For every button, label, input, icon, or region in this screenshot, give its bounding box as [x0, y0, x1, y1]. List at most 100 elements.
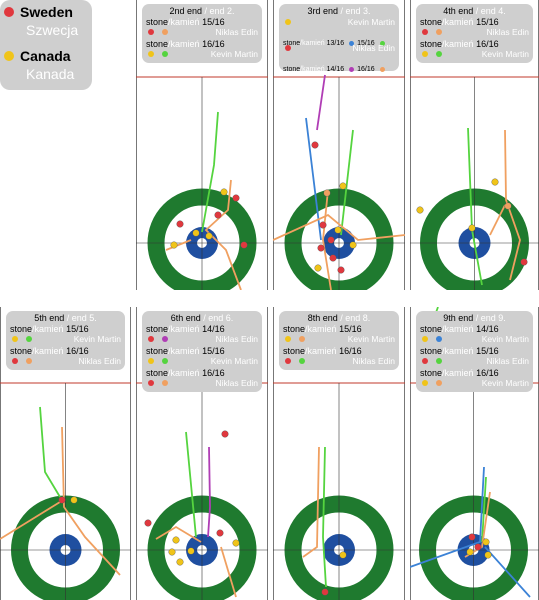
- stone: [349, 241, 357, 249]
- shot-label-en: stone: [420, 324, 443, 334]
- stone: [70, 496, 78, 504]
- shot-row: stone/kamień 16/16 Kevin Martin: [146, 39, 258, 61]
- end-title: 8th end / end 8.: [283, 313, 395, 324]
- shot-row: stone/kamień 15/16 Niklas Edin: [420, 17, 529, 39]
- stone-path: [273, 213, 405, 241]
- shot-number: 16/16: [476, 368, 499, 378]
- end-info-box: 6th end / end 6. stone/kamień 14/16 Niklas…: [142, 311, 262, 392]
- stone: [482, 538, 490, 546]
- shot-row: stone/kamień 14/16 Niklas Edin: [146, 324, 258, 346]
- shot-markers: [12, 358, 40, 366]
- shot-label: stone/kamień 16/16: [420, 368, 499, 379]
- label-separator: /: [442, 17, 445, 27]
- end-title: 9th end / end 9.: [420, 313, 529, 324]
- shot-row: stone/kamień 15/16 Kevin Martin: [10, 324, 121, 346]
- shot-label-pl: kamień: [444, 368, 474, 378]
- shot-team-name: Niklas Edin: [215, 378, 258, 388]
- marker-icon: [299, 358, 305, 364]
- stone-path: [61, 426, 121, 576]
- marker-icon: [26, 358, 32, 364]
- stone: [329, 254, 337, 262]
- label-separator: /: [168, 346, 171, 356]
- sweden-stone-icon: [4, 6, 14, 17]
- shot-label: stone/kamień 16/16: [283, 346, 362, 357]
- marker-icon: [436, 51, 442, 57]
- shot-team-name: Kevin Martin: [347, 17, 395, 27]
- shot-team-name: Niklas Edin: [352, 43, 395, 53]
- shot-number: 16/16: [476, 39, 499, 49]
- path-color-icon: [379, 40, 385, 46]
- stone-path: [185, 431, 197, 538]
- shot-row: stone/kamień 14/16 16/16: [283, 55, 395, 73]
- label-separator: /: [442, 39, 445, 49]
- shot-row: stone/kamień 13/16 15/16: [283, 29, 395, 47]
- end-panel: 6th end / end 6. stone/kamień 14/16 Niklas…: [136, 307, 268, 600]
- end-title-pl: end 3.: [345, 6, 371, 16]
- end-panel: 3rd end / end 3. Kevin Martin stone/kamień…: [273, 0, 405, 290]
- title-separator: /: [337, 6, 346, 16]
- shot-label-pl: kamień: [34, 346, 64, 356]
- shot-markers: [285, 358, 313, 366]
- marker-icon: [285, 45, 291, 51]
- title-separator: /: [337, 313, 346, 323]
- stone: [334, 226, 342, 234]
- label-separator: /: [442, 368, 445, 378]
- label-separator: /: [32, 324, 35, 334]
- shot-markers: [422, 358, 450, 366]
- marker-icon: [148, 51, 154, 57]
- shot-label: stone/kamień 16/16: [146, 368, 225, 379]
- end-info-box: 9th end / end 9. stone/kamień 14/16 Kevin …: [416, 311, 533, 392]
- shot-markers: [285, 19, 299, 27]
- marker-icon: [26, 336, 32, 342]
- shot-markers: [148, 29, 176, 37]
- shot-label: stone/kamień 15/16: [146, 17, 225, 28]
- end-title: 3rd end / end 3.: [283, 6, 395, 17]
- stone-path: [489, 204, 506, 236]
- shot-label-pl: kamień: [444, 17, 474, 27]
- marker-icon: [285, 19, 291, 25]
- stone: [468, 224, 476, 232]
- marker-icon: [285, 358, 291, 364]
- stone-path: [305, 117, 322, 241]
- stone: [216, 529, 224, 537]
- shot-label-pl: kamień: [170, 346, 200, 356]
- shot-label-en: stone: [283, 40, 301, 47]
- stone-path: [165, 239, 192, 251]
- shot-label-en: stone: [420, 346, 443, 356]
- label-separator: /: [305, 324, 308, 334]
- stone-path: [220, 546, 237, 598]
- shot-label-pl: kamień: [302, 40, 325, 47]
- sheet-diagram: [273, 0, 405, 290]
- end-panel: 8th end / end 8. stone/kamień 15/16 Kevin …: [273, 307, 405, 600]
- path-color-icon: [379, 66, 385, 72]
- shot-team-name: Kevin Martin: [73, 334, 121, 344]
- stone: [232, 194, 240, 202]
- end-title: 2nd end / end 2.: [146, 6, 258, 17]
- end-info-box: 5th end / end 5. stone/kamień 15/16 Kevin …: [6, 311, 125, 370]
- shot-label-en: stone: [146, 368, 169, 378]
- stone: [468, 533, 476, 541]
- end-panel: 4th end / end 4. stone/kamień 15/16 Niklas…: [410, 0, 539, 290]
- label-separator: /: [442, 324, 445, 334]
- shot-team-name: Niklas Edin: [486, 356, 529, 366]
- stone: [311, 141, 319, 149]
- shot-number: 15/16: [476, 346, 499, 356]
- stone: [176, 558, 184, 566]
- shot-markers: [422, 336, 450, 344]
- shot-row: stone/kamień 15/16 Kevin Martin: [146, 346, 258, 368]
- shot-label-en: stone: [10, 346, 33, 356]
- stone: [416, 206, 424, 214]
- end-title-en: 6th end: [170, 313, 201, 323]
- marker-icon: [12, 336, 18, 342]
- shot-label-pl: kamień: [170, 39, 200, 49]
- title-separator: /: [64, 313, 72, 323]
- shot-markers: [148, 51, 176, 59]
- marker-icon: [148, 380, 154, 386]
- stone: [192, 229, 200, 237]
- shot-label-pl: kamień: [307, 324, 337, 334]
- stone-path: [201, 111, 219, 233]
- marker-icon: [436, 380, 442, 386]
- stone: [176, 220, 184, 228]
- shot-label-en: stone: [283, 346, 306, 356]
- shot-row: stone/kamień 15/16 Kevin Martin: [283, 324, 395, 346]
